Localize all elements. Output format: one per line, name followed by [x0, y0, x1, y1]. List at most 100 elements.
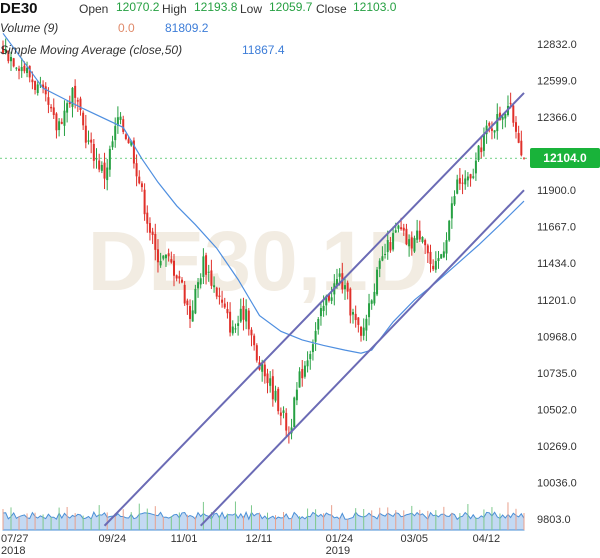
candle: [124, 133, 127, 141]
last-price-tag: 12104.0: [530, 148, 600, 169]
candle: [373, 283, 376, 306]
candle: [517, 125, 520, 144]
candle: [523, 157, 525, 160]
candle: [247, 307, 250, 336]
candle-body: [127, 139, 130, 144]
y-tick-label: 12366.0: [537, 112, 577, 124]
candle: [330, 286, 333, 305]
candle: [76, 97, 79, 112]
candle-body: [234, 328, 237, 330]
candle-body: [164, 254, 167, 259]
candle-body: [159, 260, 162, 266]
candle-body: [309, 354, 312, 360]
close-value: 12103.0: [353, 0, 397, 14]
candle: [199, 273, 202, 289]
candle: [111, 135, 114, 150]
candle-body: [156, 249, 159, 263]
candle-body: [314, 330, 317, 342]
candle: [410, 231, 413, 256]
candle-body: [76, 100, 79, 102]
candle-body: [189, 306, 192, 319]
x-tick-label: 12/11: [245, 533, 272, 545]
candle-body: [58, 121, 61, 131]
candle: [223, 297, 226, 309]
candle-body: [245, 309, 248, 322]
candle: [79, 96, 82, 116]
candle-body: [271, 376, 274, 400]
candle: [50, 104, 53, 113]
candle: [434, 251, 437, 273]
candle-body: [301, 369, 304, 379]
candle-body: [84, 125, 87, 143]
candle-body: [469, 174, 472, 179]
candle: [221, 290, 224, 308]
candle: [266, 368, 269, 394]
candle: [197, 278, 200, 298]
candle: [343, 276, 346, 300]
candle: [384, 243, 387, 259]
candle-body: [482, 134, 485, 151]
candle-body: [178, 276, 181, 279]
candle-body: [368, 303, 371, 318]
candle-body: [384, 254, 387, 256]
candle: [26, 61, 29, 78]
candle: [474, 152, 477, 181]
candle-body: [413, 238, 416, 252]
candle: [164, 254, 167, 267]
candle-body: [197, 282, 200, 289]
candle: [295, 382, 298, 406]
candle-body: [389, 241, 392, 251]
candle: [271, 369, 274, 407]
candle: [191, 300, 194, 322]
candle-body: [357, 317, 360, 325]
close-label: Close: [316, 2, 347, 16]
candle-body: [498, 112, 501, 120]
candle-body: [429, 251, 432, 264]
candle-body: [95, 158, 98, 160]
candle-body: [221, 299, 224, 303]
candle-body: [140, 183, 143, 188]
candle: [87, 130, 90, 145]
candle: [245, 299, 248, 330]
candle: [263, 359, 266, 384]
candle: [55, 112, 58, 139]
candle: [103, 152, 106, 190]
candle: [218, 287, 221, 305]
candle: [82, 110, 85, 130]
candle-body: [450, 203, 453, 219]
candle-body: [263, 364, 266, 377]
candle-body: [426, 245, 429, 254]
candle: [98, 153, 101, 173]
candle-body: [509, 102, 512, 104]
channel-upper-line: [103, 92, 525, 527]
candlesticks: [2, 38, 525, 444]
candle: [231, 320, 234, 336]
x-tick-label: 03/05: [400, 533, 428, 545]
volume-area: [2, 510, 525, 531]
candle: [309, 350, 312, 370]
candle-body: [12, 58, 15, 67]
candle-body: [285, 412, 288, 431]
candle-body: [226, 309, 229, 314]
candle: [20, 57, 23, 78]
y-tick-label: 12832.0: [537, 39, 577, 51]
candle: [285, 408, 288, 438]
candle: [381, 246, 384, 262]
y-tick-label: 10036.0: [537, 477, 577, 489]
candle: [12, 57, 15, 68]
candle: [2, 40, 4, 55]
candle: [432, 259, 435, 272]
candle-body: [111, 141, 114, 148]
candle: [504, 112, 507, 128]
candle: [167, 248, 170, 262]
candle-body: [472, 176, 475, 178]
candle-body: [7, 50, 10, 62]
y-tick-label: 11667.0: [537, 222, 576, 234]
candle-body: [282, 410, 285, 413]
candle-body: [253, 335, 256, 346]
candle: [237, 315, 240, 336]
candle: [60, 118, 63, 125]
candle: [210, 259, 213, 290]
candle: [346, 280, 349, 300]
